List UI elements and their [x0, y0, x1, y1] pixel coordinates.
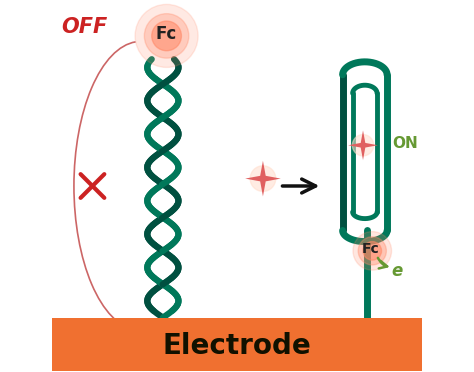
FancyBboxPatch shape [52, 318, 422, 371]
Circle shape [352, 135, 374, 156]
Text: e: e [392, 262, 403, 280]
Text: Fc: Fc [156, 25, 177, 43]
Polygon shape [348, 131, 378, 160]
Circle shape [363, 241, 382, 260]
Circle shape [250, 166, 276, 192]
Text: ON: ON [392, 136, 419, 151]
Circle shape [353, 232, 392, 270]
Circle shape [145, 14, 189, 58]
Circle shape [135, 4, 198, 67]
Text: OFF: OFF [61, 17, 107, 36]
Text: Electrode: Electrode [163, 332, 311, 360]
Polygon shape [245, 161, 281, 196]
Circle shape [358, 237, 386, 265]
Circle shape [152, 21, 182, 51]
Text: Fc: Fc [362, 242, 379, 256]
